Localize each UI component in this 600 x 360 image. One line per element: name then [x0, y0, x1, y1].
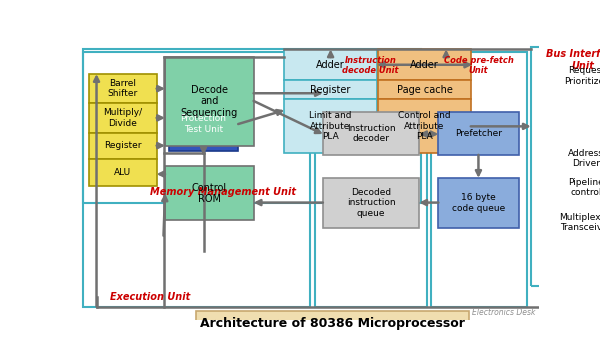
Text: Pipeline
control: Pipeline control — [568, 178, 600, 197]
Text: Code pre-fetch
Unit: Code pre-fetch Unit — [443, 55, 514, 75]
Bar — [169, 97, 238, 151]
Bar — [89, 132, 157, 159]
Text: Decode
and
Sequencing: Decode and Sequencing — [181, 85, 238, 118]
Text: Limit and
Attribute
PLA: Limit and Attribute PLA — [310, 112, 352, 141]
Bar — [323, 112, 419, 155]
Bar — [89, 159, 157, 186]
Bar — [83, 49, 421, 203]
Bar — [545, 201, 600, 243]
Text: Control and
Attribute
PLA: Control and Attribute PLA — [398, 112, 451, 141]
Bar — [379, 80, 471, 99]
Bar — [379, 99, 471, 153]
Bar — [89, 74, 157, 103]
Bar — [431, 53, 527, 307]
Text: Memory Management Unit: Memory Management Unit — [150, 187, 296, 197]
Text: Page cache: Page cache — [397, 85, 452, 95]
Text: Register: Register — [310, 85, 351, 95]
Text: Multiplexer/
Transceiver: Multiplexer/ Transceiver — [559, 212, 600, 232]
Bar — [196, 311, 469, 336]
Bar — [439, 178, 519, 228]
Text: Prefetcher: Prefetcher — [455, 129, 502, 138]
Bar — [545, 174, 600, 201]
Bar — [83, 53, 310, 307]
Bar — [439, 112, 519, 155]
Text: Instruction
decoder: Instruction decoder — [347, 124, 395, 143]
Bar — [545, 143, 600, 174]
Text: Instruction
decode Unit: Instruction decode Unit — [343, 55, 399, 75]
Bar — [165, 57, 254, 145]
Text: Adder: Adder — [316, 60, 345, 70]
Text: Control
ROM: Control ROM — [192, 183, 227, 204]
Text: Adder: Adder — [410, 60, 439, 70]
Text: Request
Prioritizer: Request Prioritizer — [565, 66, 600, 86]
Bar — [323, 178, 419, 228]
Bar — [284, 99, 377, 153]
Text: Register: Register — [104, 141, 142, 150]
Bar — [531, 47, 600, 286]
Text: Multiply/
Divide: Multiply/ Divide — [103, 108, 142, 127]
Bar — [315, 53, 427, 307]
Bar — [284, 49, 377, 80]
Bar — [379, 49, 471, 80]
Bar — [89, 103, 157, 132]
Text: Bus Interface
Unit: Bus Interface Unit — [546, 49, 600, 71]
Text: Address
Driver: Address Driver — [568, 149, 600, 168]
Text: Decoded
instruction
queue: Decoded instruction queue — [347, 188, 395, 218]
Bar — [284, 80, 377, 99]
Text: Electronics Desk: Electronics Desk — [472, 308, 535, 317]
Text: Execution Unit: Execution Unit — [110, 292, 190, 302]
Bar — [545, 55, 600, 97]
Text: Architecture of 80386 Microprocessor: Architecture of 80386 Microprocessor — [200, 317, 465, 330]
Bar — [165, 166, 254, 220]
Text: ALU: ALU — [114, 168, 131, 177]
Text: Protection
Test Unit: Protection Test Unit — [181, 114, 227, 134]
Text: Barrel
Shifter: Barrel Shifter — [107, 79, 138, 98]
Text: 16 byte
code queue: 16 byte code queue — [452, 193, 505, 213]
